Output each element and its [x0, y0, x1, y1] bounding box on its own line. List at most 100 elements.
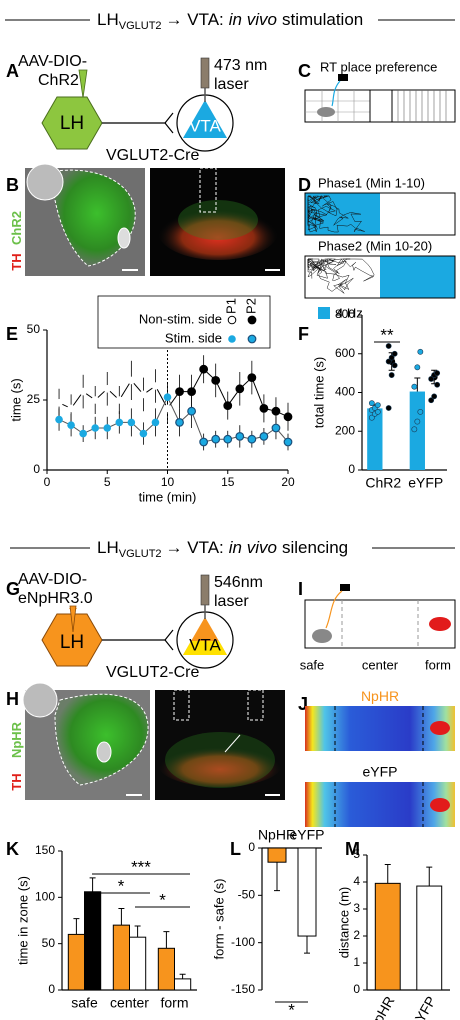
- x-tick-label: NpHR: [365, 993, 398, 1020]
- data-point: [271, 406, 281, 416]
- data-point: [283, 412, 293, 422]
- data-point: [115, 396, 124, 404]
- x-tick-label: 15: [221, 475, 235, 489]
- legend-label: Non-stim. side: [139, 311, 222, 326]
- arena-divider: [369, 90, 393, 122]
- panel-letter: I: [298, 579, 303, 599]
- panel-letter: G: [6, 579, 20, 599]
- x-axis-label: time (min): [139, 489, 197, 504]
- panel-letter: F: [298, 324, 309, 344]
- legend-label: 4 Hz: [336, 305, 363, 320]
- title-part: → VTA:: [166, 10, 224, 29]
- y-axis-label: total time (s): [311, 357, 326, 429]
- y-tick-label: 0: [48, 982, 55, 996]
- y-tick-label: 25: [27, 392, 41, 406]
- y-tick-label: 0: [33, 462, 40, 476]
- y-tick-label: 800: [335, 307, 355, 321]
- virus-label: AAV-DIO-: [18, 571, 87, 588]
- predator-form: [430, 798, 450, 812]
- individual-point: [434, 370, 441, 377]
- individual-point: [374, 402, 381, 408]
- virus-label: eNpHR3.0: [18, 590, 93, 607]
- error-bar: [163, 931, 170, 949]
- arrow: [224, 734, 241, 753]
- zone-label: form: [425, 657, 451, 672]
- ventricle: [22, 682, 58, 718]
- significance-label: *: [159, 890, 166, 909]
- legend-phase: P1: [223, 298, 238, 314]
- x-tick-label: eYFP: [408, 475, 443, 491]
- x-tick-label: safe: [71, 995, 98, 1011]
- data-point: [283, 437, 293, 447]
- fiber-track: [173, 689, 190, 721]
- data-point: [139, 429, 148, 438]
- y-tick-label: -50: [238, 888, 256, 902]
- individual-point: [385, 343, 392, 349]
- data-point: [247, 434, 257, 444]
- panel-letter: E: [6, 324, 18, 344]
- trajectory: [307, 195, 365, 233]
- panel-a: A AAV-DIO- ChR2 LH VTA 473 nm laser VGLU…: [6, 53, 267, 164]
- fornix: [96, 741, 112, 763]
- stim-zone: [380, 256, 455, 298]
- th-signal: [158, 204, 278, 260]
- error-bar: [414, 377, 421, 392]
- y-axis-label: form - safe (s): [211, 879, 226, 960]
- title-part: → VTA:: [166, 538, 224, 557]
- panel-j: J NpHR eYFP: [298, 688, 455, 827]
- zone-label: safe: [300, 657, 325, 672]
- fiber-track: [247, 689, 264, 721]
- data-point: [235, 432, 245, 441]
- x-tick-label: eYFP: [408, 993, 439, 1020]
- th-signal: [158, 743, 282, 787]
- title-part: in vivo: [229, 538, 277, 557]
- data-point: [115, 418, 124, 427]
- data-point: [139, 390, 148, 399]
- bar: [84, 891, 102, 991]
- data-point: [79, 429, 87, 438]
- predator-form: [430, 721, 450, 735]
- y-tick-label: -100: [231, 935, 255, 949]
- panel-letter: C: [298, 61, 311, 81]
- injection-needle: [78, 69, 88, 99]
- y-tick-label: 0: [348, 462, 355, 476]
- data-point: [247, 373, 257, 383]
- title-part: stimulation: [282, 10, 363, 29]
- y-tick-label: 50: [27, 322, 41, 336]
- data-point: [79, 387, 87, 396]
- zone-border: [334, 706, 424, 751]
- individual-point: [414, 364, 421, 371]
- laser-label: 473 nm: [214, 57, 267, 74]
- y-tick-label: 4: [353, 874, 360, 888]
- stain-red: TH: [9, 253, 24, 270]
- bar: [367, 408, 383, 470]
- panel-c: C RT place preference: [298, 59, 456, 123]
- individual-point: [385, 358, 392, 365]
- x-tick-label: 5: [104, 475, 111, 489]
- significance-label: **: [380, 325, 394, 344]
- predator-form: [429, 617, 451, 631]
- stain-label: NpHR: [9, 721, 24, 758]
- mouse-icon: [317, 107, 335, 117]
- x-tick-label: 10: [161, 475, 175, 489]
- y-tick-label: 5: [353, 847, 360, 861]
- fiber-cable: [331, 80, 341, 107]
- y-tick-label: 150: [35, 843, 55, 857]
- data-point: [127, 376, 136, 385]
- zone-border: [334, 782, 424, 827]
- error-bar: [73, 918, 80, 935]
- title-part: LH: [97, 10, 119, 29]
- data-point: [67, 404, 75, 413]
- legend-marker: [247, 334, 257, 344]
- mouse-line: VGLUT2-Cre: [106, 147, 199, 164]
- data-point: [259, 404, 269, 413]
- zone-label: center: [362, 657, 399, 672]
- data-point: [103, 424, 112, 432]
- y-tick-label: 0: [248, 840, 255, 854]
- data-point: [259, 432, 269, 441]
- individual-point: [417, 408, 424, 415]
- data-point: [271, 423, 281, 433]
